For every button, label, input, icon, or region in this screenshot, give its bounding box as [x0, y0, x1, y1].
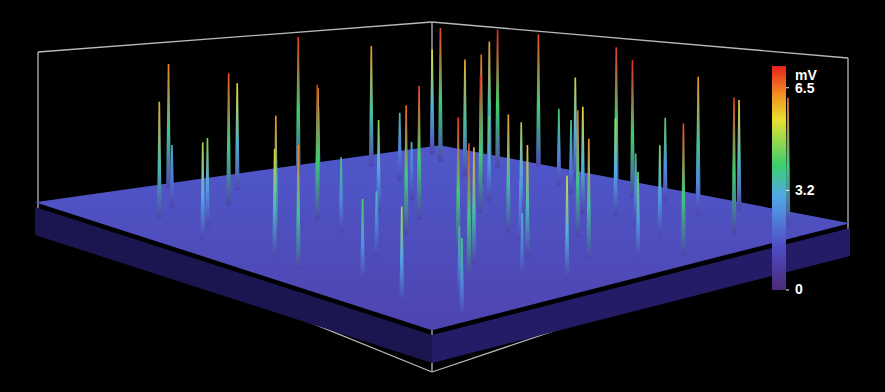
spike: [235, 83, 240, 190]
spike: [399, 206, 404, 301]
frame-edge: [432, 22, 848, 58]
spike: [170, 145, 175, 207]
spike: [695, 139, 700, 215]
spike: [478, 75, 483, 213]
colorbar-tick: [786, 190, 789, 191]
spike: [556, 109, 561, 187]
spike: [463, 60, 468, 177]
spike: [681, 124, 686, 256]
frame-edge: [847, 58, 848, 232]
spike: [296, 145, 301, 269]
colorbar-tick-label: 6.5: [795, 80, 815, 96]
chart: mV03.26.5: [0, 0, 885, 392]
spike: [536, 35, 541, 167]
spike: [339, 157, 344, 233]
spike: [409, 142, 414, 200]
spike: [404, 105, 409, 235]
spike: [580, 107, 585, 214]
spike: [157, 102, 162, 219]
spike: [272, 149, 277, 258]
spikes: [157, 28, 790, 316]
spike: [459, 238, 464, 316]
spike: [636, 172, 641, 260]
spike: [565, 176, 570, 279]
spike: [495, 30, 500, 168]
spike: [369, 46, 374, 167]
colorbar-tick-label: 0: [795, 281, 803, 297]
spike: [569, 120, 574, 194]
colorbar-tick: [786, 87, 789, 88]
frame-edge: [38, 22, 432, 52]
spike: [737, 100, 742, 211]
spike: [397, 113, 402, 181]
colorbar-tick: [786, 290, 789, 291]
spike: [315, 85, 320, 221]
spike: [575, 110, 580, 236]
spike: [663, 118, 668, 202]
spike: [525, 145, 530, 258]
colorbar-tick-label: 3.2: [795, 182, 815, 198]
spike: [205, 138, 210, 227]
spike: [520, 213, 525, 277]
spike: [438, 28, 443, 162]
spike: [506, 114, 511, 233]
spike: [417, 86, 422, 220]
spike: [360, 199, 365, 281]
frame-edge: [37, 52, 38, 212]
spike: [430, 50, 435, 155]
spike: [657, 145, 662, 236]
baseline-surface: [35, 145, 850, 330]
colorbar: [772, 66, 786, 290]
spike: [487, 116, 492, 202]
spike: [732, 98, 737, 234]
spike: [467, 143, 472, 277]
spike: [471, 147, 476, 264]
spike: [200, 143, 205, 240]
spike: [166, 64, 171, 188]
spike: [786, 98, 791, 226]
spike: [586, 139, 591, 260]
spike: [226, 73, 231, 205]
spike: [630, 60, 635, 198]
spike: [374, 191, 379, 257]
spike: [613, 118, 618, 215]
